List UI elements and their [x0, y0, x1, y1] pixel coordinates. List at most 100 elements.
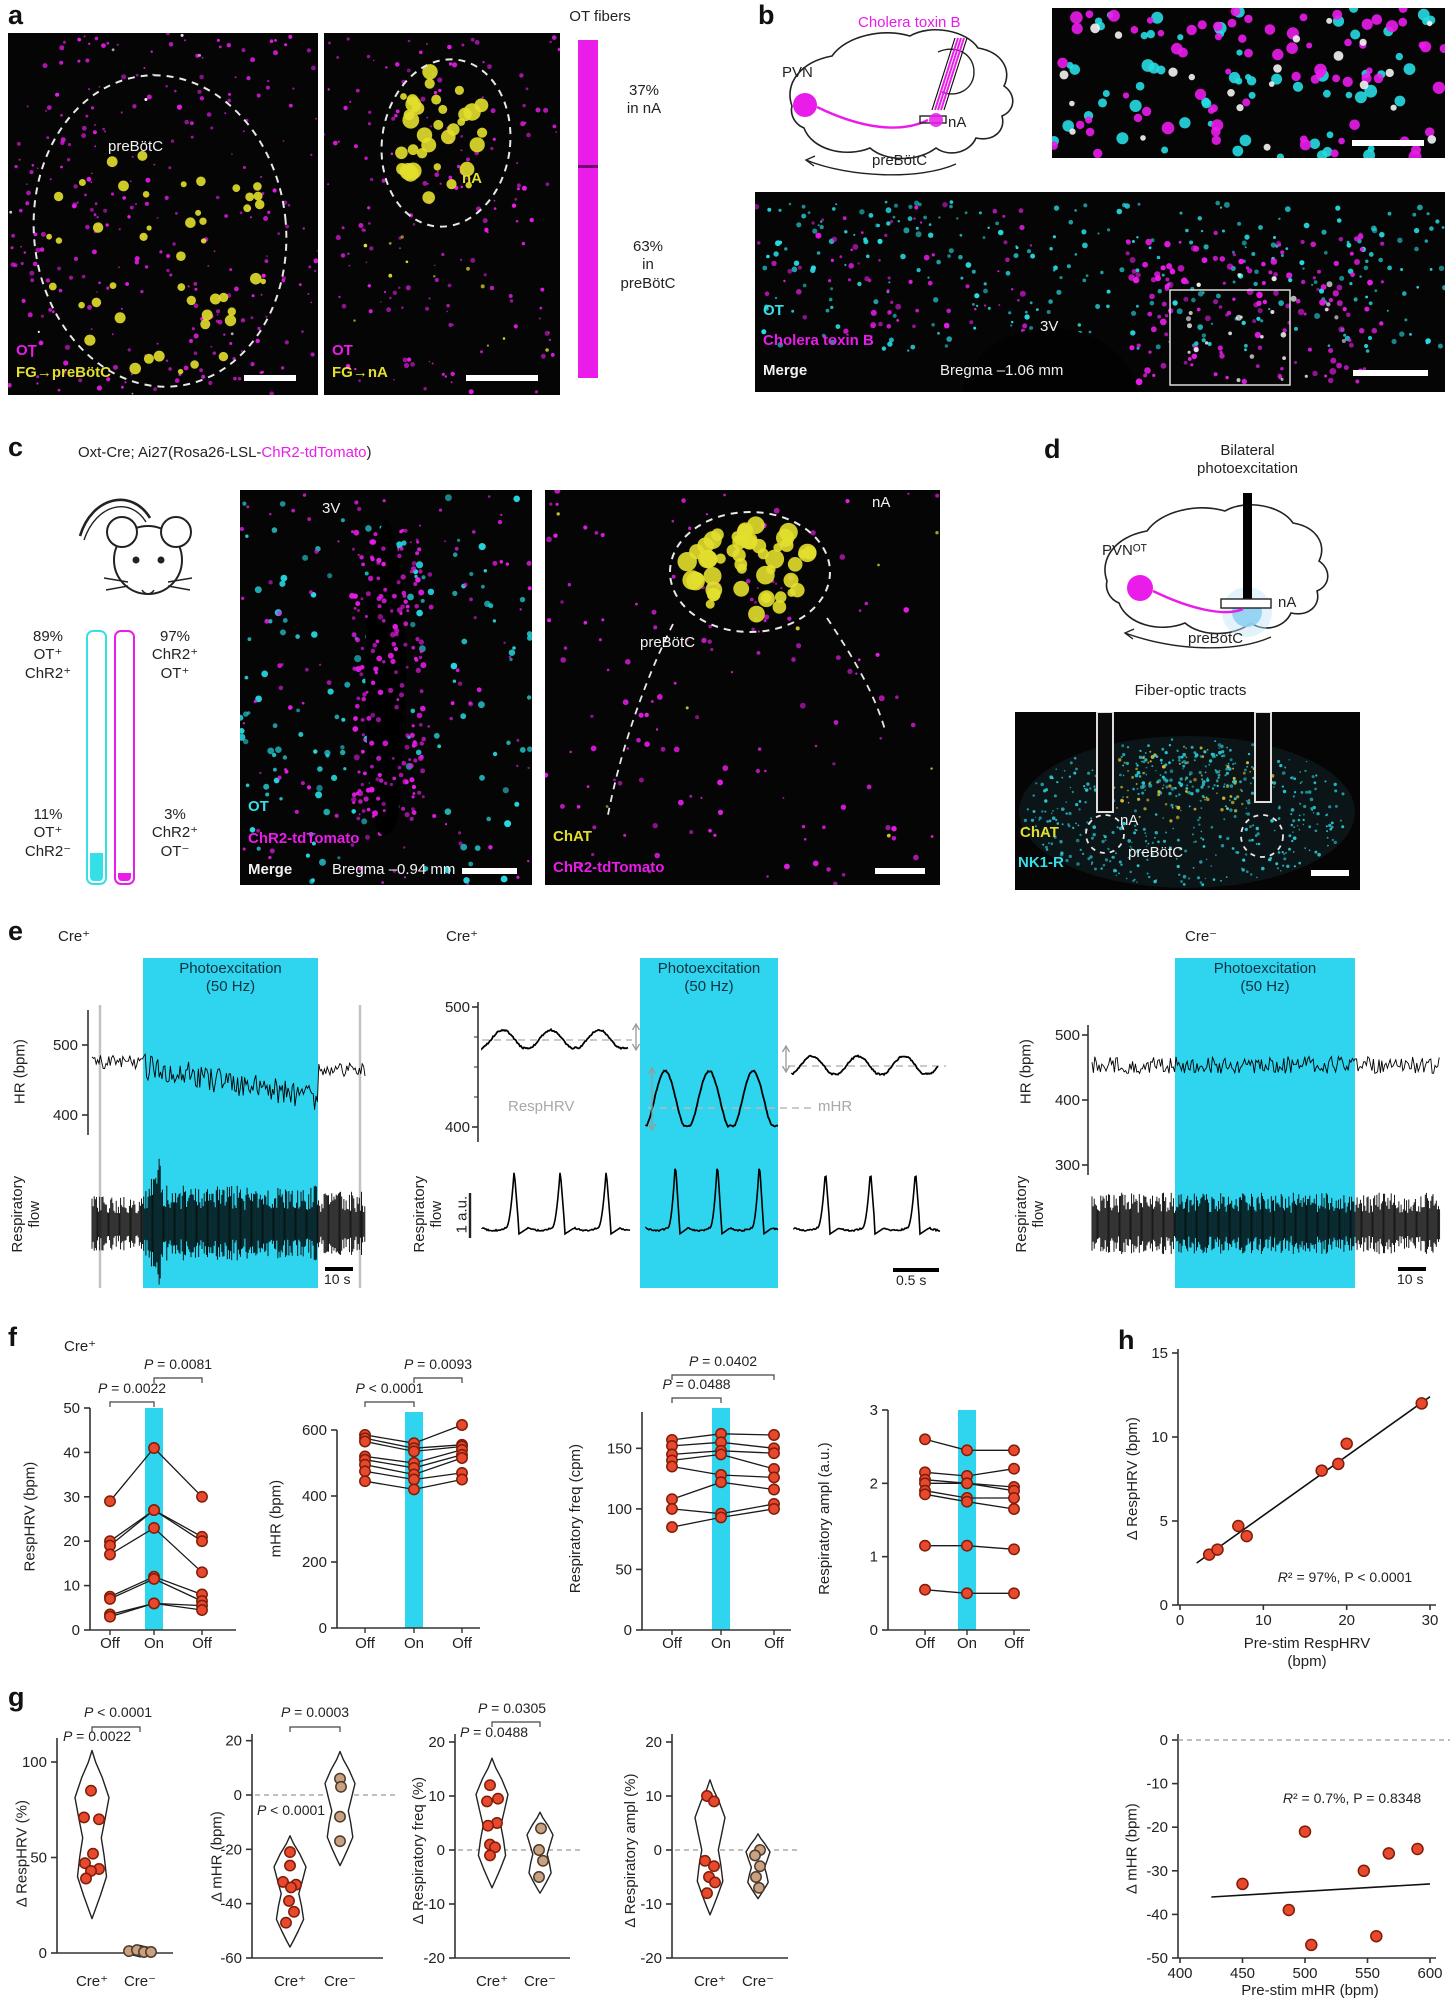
fluorescence-speckle: [1178, 781, 1181, 785]
fluorescence-speckle: [405, 733, 410, 738]
data-point: [148, 1572, 160, 1585]
pvalue-annotation: P = 0.0081: [143, 1356, 213, 1372]
fluorescence-speckle: [521, 185, 527, 191]
fluorescence-speckle: [910, 722, 916, 728]
fluorescence-speckle: [1102, 90, 1110, 97]
fluorescence-speckle: [652, 823, 658, 829]
stim-label-left: Photoexcitation (50 Hz): [179, 960, 282, 996]
fluorescence-speckle: [332, 140, 338, 146]
fluorescence-speckle: [700, 796, 703, 799]
fluorescence-speckle: [1177, 759, 1181, 762]
fluorescence-speckle: [1116, 208, 1123, 215]
channel-label-fg-na: FG→nA: [332, 364, 388, 381]
fiber-optic-tract: [1254, 712, 1272, 803]
fluorescence-speckle: [142, 191, 150, 198]
category-label: Off: [192, 1635, 213, 1652]
data-point: [701, 1887, 713, 1900]
fluorescence-speckle: [190, 135, 194, 139]
fluorescence-speckle: [1180, 880, 1183, 883]
fluorescence-speckle: [1215, 779, 1219, 782]
fluorescence-speckle: [1206, 777, 1209, 779]
fluorescence-speckle: [400, 93, 407, 100]
fluorescence-speckle: [787, 268, 793, 274]
fluorescence-speckle: [1180, 784, 1183, 788]
fluorescence-speckle: [526, 132, 531, 138]
fluorescence-speckle: [754, 601, 757, 604]
fluorescence-speckle: [766, 254, 770, 259]
fluorescence-speckle: [338, 295, 341, 299]
fluorescence-speckle: [73, 184, 78, 189]
fluorescence-speckle: [1026, 249, 1032, 254]
fluorescence-speckle: [1327, 344, 1331, 347]
fluorescence-speckle: [1104, 839, 1107, 841]
fluorescence-speckle: [397, 553, 402, 559]
fluorescence-speckle: [361, 696, 366, 702]
fluorescence-speckle: [1303, 804, 1307, 809]
fluorescence-speckle: [613, 778, 616, 782]
data-point: [104, 1548, 116, 1561]
data-point: [1236, 1877, 1249, 1891]
fluorescence-speckle: [144, 201, 149, 206]
fluorescence-speckle: [1303, 222, 1310, 229]
fluorescence-speckle: [1350, 272, 1355, 278]
fluorescence-speckle: [868, 213, 874, 218]
fluorescence-speckle: [1106, 304, 1110, 309]
fluorescence-speckle: [420, 96, 426, 102]
fluorescence-speckle: [1217, 345, 1223, 351]
fluorescence-speckle: [1350, 29, 1361, 40]
fluorescence-speckle: [428, 297, 431, 300]
fluorescence-speckle: [1256, 876, 1258, 879]
fluorescence-speckle: [8, 383, 12, 388]
fluorescence-speckle: [1071, 790, 1074, 794]
fluorescence-speckle: [446, 179, 457, 190]
fluorescence-speckle: [309, 878, 315, 885]
fluorescence-speckle: [545, 772, 549, 778]
chart-resphrv: 0 10 20 30 40 50 Off On Off P = 0.0022 P = 0.0081 R…: [8, 1340, 248, 1680]
fluorescence-speckle: [388, 273, 393, 278]
fluorescence-speckle: [395, 146, 408, 160]
fluorescence-speckle: [717, 809, 724, 815]
fluorescence-speckle: [1200, 785, 1204, 789]
fluorescence-speckle: [1298, 861, 1301, 865]
fluorescence-speckle: [432, 814, 437, 818]
fluorescence-speckle: [90, 172, 93, 175]
fluorescence-speckle: [773, 251, 779, 257]
fluorescence-speckle: [1093, 148, 1103, 158]
fluorescence-speckle: [1154, 831, 1158, 835]
fluorescence-speckle: [992, 208, 998, 214]
fluorescence-speckle: [392, 869, 397, 873]
fluorescence-speckle: [1268, 81, 1275, 87]
fluorescence-speckle: [1308, 825, 1312, 829]
stim-label-mid: Photoexcitation (50 Hz): [657, 960, 761, 996]
fluorescence-speckle: [1218, 835, 1222, 839]
fluorescence-speckle: [1239, 780, 1242, 784]
fluorescence-speckle: [848, 263, 854, 269]
fluorescence-speckle: [915, 231, 922, 238]
fluorescence-speckle: [1204, 877, 1207, 880]
fluorescence-speckle: [1223, 818, 1226, 821]
fluorescence-speckle: [375, 717, 382, 723]
fluorescence-speckle: [1439, 44, 1445, 54]
fluorescence-speckle: [1442, 285, 1445, 291]
scale-bar: [462, 868, 517, 874]
fluorescence-speckle: [1168, 761, 1171, 765]
fluorescence-speckle: [1035, 308, 1039, 312]
fluorescence-speckle: [1338, 326, 1345, 333]
fluorescence-speckle: [1193, 347, 1199, 353]
fluorescence-speckle: [783, 279, 786, 283]
data-point: [1357, 1864, 1371, 1878]
fluorescence-speckle: [40, 314, 45, 318]
ot-bar: [86, 630, 107, 885]
fluorescence-speckle: [193, 333, 199, 339]
fluorescence-speckle: [401, 540, 407, 546]
fluorescence-speckle: [1328, 298, 1333, 303]
fluorescence-speckle: [516, 162, 519, 164]
fluorescence-speckle: [1185, 787, 1189, 790]
fluorescence-speckle: [16, 141, 21, 146]
fluorescence-speckle: [1205, 315, 1211, 322]
fluorescence-speckle: [1107, 9, 1120, 22]
fluorescence-speckle: [1299, 13, 1308, 22]
data-point: [1298, 1825, 1312, 1838]
violin-shape: [324, 1750, 356, 1867]
fluorescence-speckle: [357, 609, 360, 612]
